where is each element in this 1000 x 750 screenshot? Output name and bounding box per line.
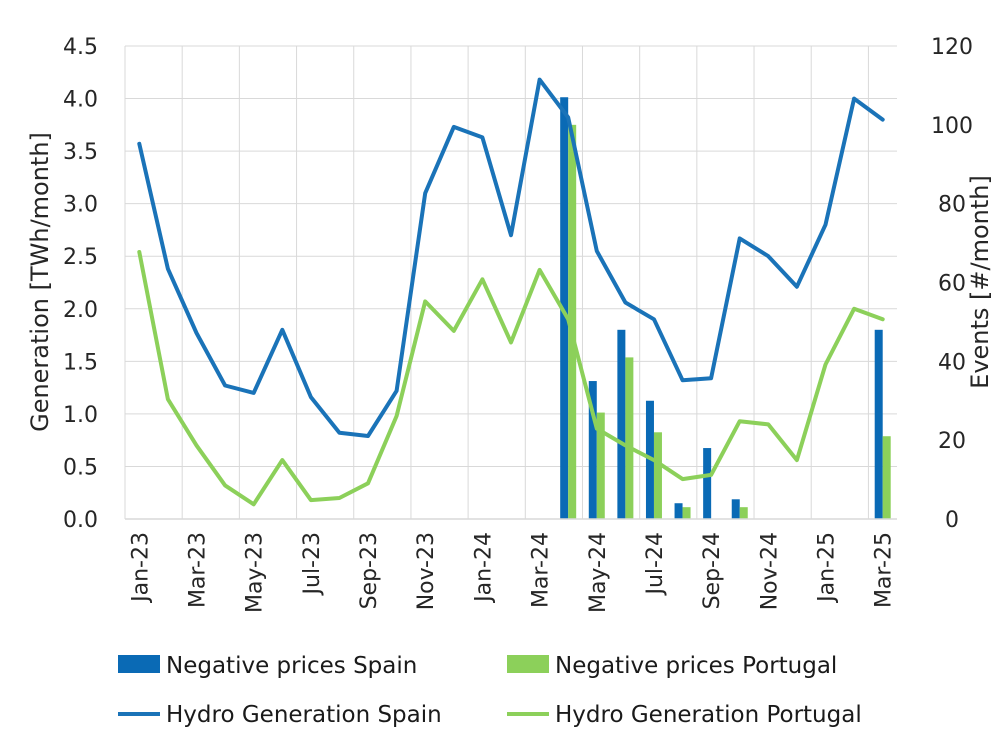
- y-tick-label: 4.5: [63, 35, 98, 60]
- x-tick-label: Nov-24: [757, 532, 782, 610]
- legend-label-hydro-generation-portugal: Hydro Generation Portugal: [555, 702, 862, 728]
- x-tick-label: Nov-23: [414, 532, 439, 610]
- y-axis-title: Generation [TWh/month]: [26, 132, 54, 432]
- bar-negative-prices-spain: [560, 97, 569, 519]
- bar-negative-prices-spain: [731, 499, 740, 519]
- x-tick-label: Sep-24: [700, 532, 725, 609]
- legend-swatch-negative-prices-spain: [118, 655, 160, 673]
- y2-tick-label: 120: [931, 35, 973, 60]
- x-tick-label: Jan-24: [471, 532, 496, 604]
- x-tick-label: May-23: [243, 532, 268, 613]
- y2-tick-label: 100: [931, 114, 973, 139]
- x-tick-label: Mar-23: [185, 532, 210, 608]
- y-tick-label: 3.5: [63, 140, 98, 165]
- bar-negative-prices-portugal: [653, 432, 662, 519]
- axes: 0.0 0.5 1.0 1.5 2.0 2.5 3.0 3.5 4.0 4.5 0 20 40 60 80 1…: [63, 35, 973, 613]
- y2-axis-title: Events [#/month]: [966, 175, 994, 389]
- x-tick-label: Jan-23: [128, 532, 153, 604]
- legend-swatch-negative-prices-portugal: [507, 655, 549, 673]
- x-tick-label: Mar-25: [872, 532, 897, 608]
- x-tick-label: Jul-23: [300, 532, 325, 596]
- x-tick-label: May-24: [586, 532, 611, 613]
- y2-tick-label: 80: [938, 193, 966, 218]
- grid-lines: [124, 45, 897, 520]
- y2-tick-label: 20: [938, 429, 966, 454]
- bar-negative-prices-spain: [588, 381, 597, 519]
- bar-negative-prices-spain: [874, 329, 883, 519]
- legend-label-negative-prices-portugal: Negative prices Portugal: [555, 653, 837, 679]
- legend-label-negative-prices-spain: Negative prices Spain: [166, 653, 417, 679]
- y-tick-label: 4.0: [63, 88, 98, 113]
- bar-negative-prices-spain: [703, 448, 712, 519]
- y-tick-label: 0.0: [63, 508, 98, 533]
- legend: Negative prices Spain Negative prices Po…: [118, 653, 862, 728]
- y2-tick-label: 40: [938, 350, 966, 375]
- y2-tick-label: 0: [945, 508, 959, 533]
- y-tick-label: 2.5: [63, 245, 98, 270]
- y-tick-label: 1.0: [63, 403, 98, 428]
- bar-negative-prices-portugal: [882, 436, 891, 519]
- y2-tick-label: 60: [938, 272, 966, 297]
- y-tick-label: 0.5: [63, 455, 98, 480]
- bar-negative-prices-portugal: [739, 507, 748, 519]
- bar-negative-prices-portugal: [682, 507, 691, 519]
- y-tick-label: 2.0: [63, 298, 98, 323]
- bar-negative-prices-portugal: [625, 357, 634, 519]
- x-tick-label: Mar-24: [529, 532, 554, 608]
- y-tick-label: 1.5: [63, 350, 98, 375]
- legend-label-hydro-generation-spain: Hydro Generation Spain: [166, 702, 442, 728]
- line-hydro-generation-spain: [137, 77, 885, 438]
- bar-negative-prices-portugal: [568, 124, 577, 519]
- x-tick-label: Jan-25: [815, 532, 840, 604]
- y-tick-label: 3.0: [63, 193, 98, 218]
- line-series: [137, 77, 885, 507]
- bar-negative-prices-spain: [617, 329, 626, 519]
- line-hydro-generation-portugal: [137, 250, 885, 507]
- x-tick-label: Jul-24: [643, 532, 668, 596]
- bar-negative-prices-portugal: [596, 412, 605, 519]
- x-tick-label: Sep-23: [357, 532, 382, 609]
- bar-marks: [560, 97, 891, 519]
- bar-negative-prices-spain: [674, 503, 683, 519]
